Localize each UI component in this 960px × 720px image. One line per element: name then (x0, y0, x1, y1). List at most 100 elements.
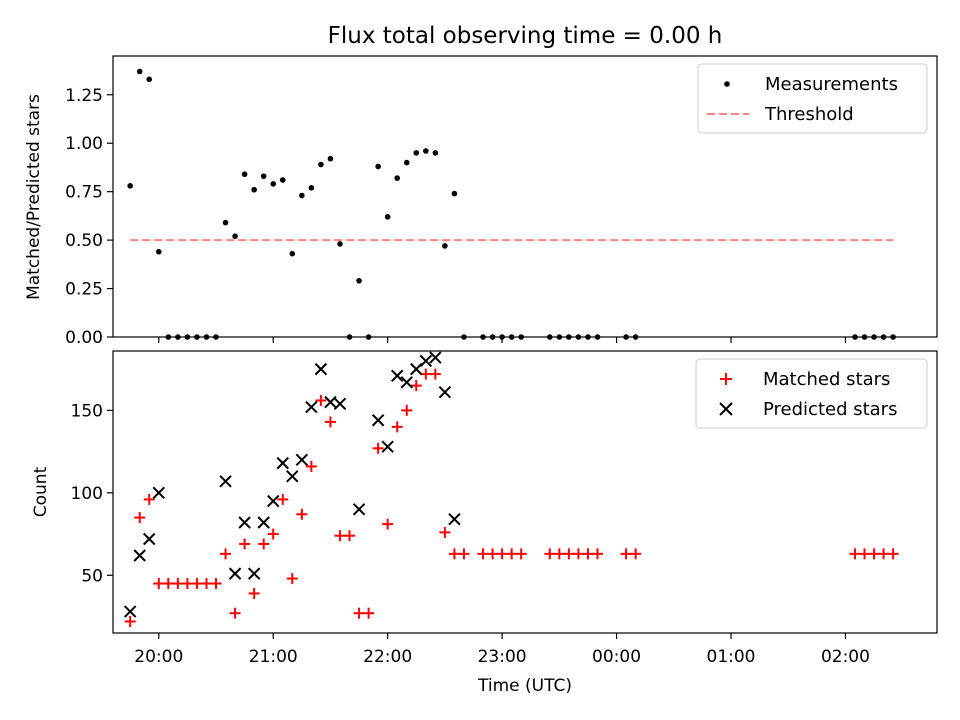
legend-matched-marker (720, 373, 732, 385)
predicted-stars-point (276, 456, 289, 470)
matched-stars-point (382, 518, 394, 530)
bottom-plot-frame (112, 350, 938, 634)
matched-stars-point (506, 548, 518, 560)
top-y-ticks: 0.00 0.25 0.50 0.75 1.00 1.25 (65, 86, 113, 348)
bottom-y-tick-label: 50 (81, 566, 103, 586)
matched-stars-point (887, 548, 899, 560)
predicted-stars-point (267, 494, 280, 508)
matched-stars-point (220, 548, 232, 560)
matched-stars-point (124, 615, 136, 627)
measurement-point (194, 334, 200, 340)
matched-stars-point (134, 512, 146, 524)
bottom-y-ticks: 50 100 150 (71, 401, 113, 586)
matched-stars-point (515, 548, 527, 560)
matched-stars-point (334, 530, 346, 542)
measurement-point (175, 334, 181, 340)
measurement-point (356, 278, 362, 284)
top-y-tick-label: 0.50 (65, 231, 103, 251)
bottom-y-tick-label: 100 (71, 484, 103, 504)
measurement-point (623, 334, 629, 340)
matched-stars-point (496, 548, 508, 560)
predicted-stars-point (390, 369, 404, 382)
predicted-stars-point (123, 605, 137, 618)
matched-stars-point (868, 548, 880, 560)
predicted-stars-point-b (286, 470, 299, 483)
predicted-stars-point-b (324, 395, 337, 409)
matched-stars-point (591, 548, 603, 560)
measurements-series (127, 68, 896, 340)
predicted-stars-point (238, 516, 251, 529)
predicted-stars-point-b (371, 414, 385, 427)
measurement-point (165, 334, 172, 340)
legend-measurements-marker (724, 81, 730, 87)
predicted-stars-point-b (238, 516, 251, 529)
predicted-stars-point (257, 516, 270, 529)
predicted-stars-point-b (228, 567, 242, 580)
predicted-stars-point-b (314, 362, 328, 376)
bottom-legend-box (695, 358, 928, 429)
predicted-stars-point-b (133, 549, 146, 562)
measurement-point (365, 334, 372, 340)
bottom-legend: Matched stars Predicted stars (695, 358, 928, 429)
matched-stars-point (458, 548, 470, 560)
top-legend-box (697, 63, 928, 134)
measurement-point (203, 334, 210, 340)
measurement-point (270, 181, 277, 187)
top-y-tick-label: 0.00 (65, 328, 103, 348)
predicted-stars-point (286, 470, 299, 483)
predicted-stars-point (381, 440, 394, 453)
measurement-point (241, 171, 248, 178)
predicted-stars-point (448, 513, 461, 526)
measurement-point (423, 148, 429, 154)
bottom-y-tick-label: 150 (71, 401, 103, 421)
measurement-point (146, 76, 153, 83)
measurement-point (394, 175, 401, 181)
predicted-stars-point-b (123, 605, 137, 618)
measurement-point (451, 190, 458, 197)
bottom-x-tick-label: 00:00 (592, 647, 641, 667)
predicted-stars-point-b (305, 400, 318, 414)
predicted-stars-point (352, 503, 366, 516)
measurement-point (861, 334, 868, 340)
top-plot-frame (112, 55, 938, 338)
matched-stars-point (248, 587, 260, 599)
measurement-point (375, 163, 381, 170)
predicted-stars-point (247, 567, 261, 580)
measurement-point (508, 334, 515, 340)
measurement-point (232, 233, 238, 240)
bottom-x-axis-label: Time (UTC) (477, 676, 572, 696)
matched-stars-point (401, 404, 413, 416)
top-y-tick-label: 0.75 (65, 183, 103, 203)
measurement-point (871, 334, 877, 340)
matched-stars-point (391, 421, 403, 433)
matched-stars-point (363, 607, 375, 619)
measurement-point (337, 241, 343, 247)
bottom-x-tick-label: 22:00 (363, 647, 412, 667)
predicted-stars-point (219, 475, 232, 488)
legend-measurements-label: Measurements (765, 74, 898, 95)
measurement-point (585, 334, 591, 340)
matched-stars-point (181, 578, 193, 590)
measurement-point (308, 184, 315, 191)
measurement-point (880, 334, 887, 340)
predicted-stars-point (419, 354, 433, 368)
measurement-point (279, 177, 286, 183)
legend-threshold-label: Threshold (764, 104, 854, 125)
measurement-point (852, 334, 858, 340)
measurement-point (632, 334, 639, 340)
matched-stars-point (305, 460, 317, 472)
top-legend: Measurements Threshold (697, 63, 928, 134)
measurement-point (890, 334, 896, 340)
top-chart-title: Flux total observing time = 0.00 h (328, 23, 723, 49)
measurement-point (251, 186, 257, 193)
predicted-stars-point-b (247, 567, 261, 580)
predicted-stars-point-b (219, 475, 232, 488)
bottom-y-axis-label: Count (31, 466, 51, 517)
matched-stars-point (410, 380, 422, 392)
measurement-point (480, 334, 486, 340)
measurement-point (546, 334, 553, 340)
matched-stars-point (258, 538, 270, 550)
measurement-point (499, 334, 505, 340)
legend-predicted-marker (719, 402, 733, 416)
predicted-stars-point-b (143, 532, 156, 546)
